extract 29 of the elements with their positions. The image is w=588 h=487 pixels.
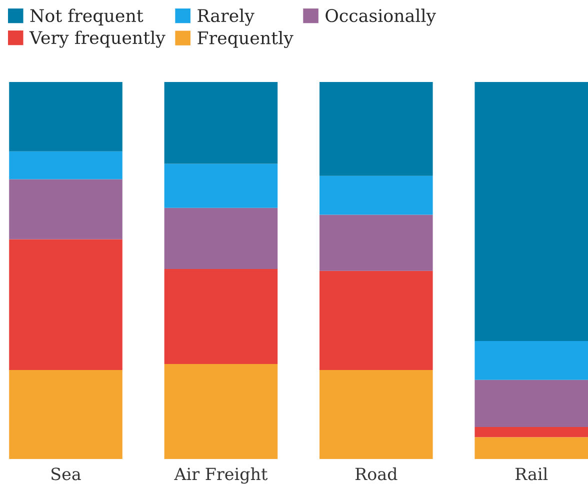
bar (9, 82, 122, 152)
x-tick-label: Air Freight (174, 467, 268, 484)
legend-label: Not frequent (30, 8, 144, 26)
bar (320, 176, 433, 215)
bar (9, 151, 122, 180)
bar (164, 268, 278, 364)
legend-label: Frequently (198, 30, 294, 48)
bar (474, 82, 588, 341)
bar (474, 426, 588, 438)
legend-label: Rarely (198, 8, 254, 26)
bar (320, 82, 433, 176)
bar (320, 214, 433, 271)
bar (9, 239, 122, 370)
bar (9, 370, 122, 459)
legend-label: Occasionally (326, 8, 436, 26)
bar (164, 208, 278, 269)
bar (9, 179, 122, 240)
bar (474, 341, 588, 380)
x-tick-label: Sea (52, 468, 81, 480)
bar (164, 82, 278, 164)
x-tick-label: Road (355, 467, 398, 480)
bar (474, 380, 588, 427)
bar (474, 437, 588, 459)
legend-label: Very frequently (29, 30, 166, 48)
bar (164, 364, 278, 459)
bar (320, 270, 433, 370)
bar (320, 370, 433, 459)
bar (164, 164, 278, 208)
x-tick-label: Rail (516, 467, 548, 480)
